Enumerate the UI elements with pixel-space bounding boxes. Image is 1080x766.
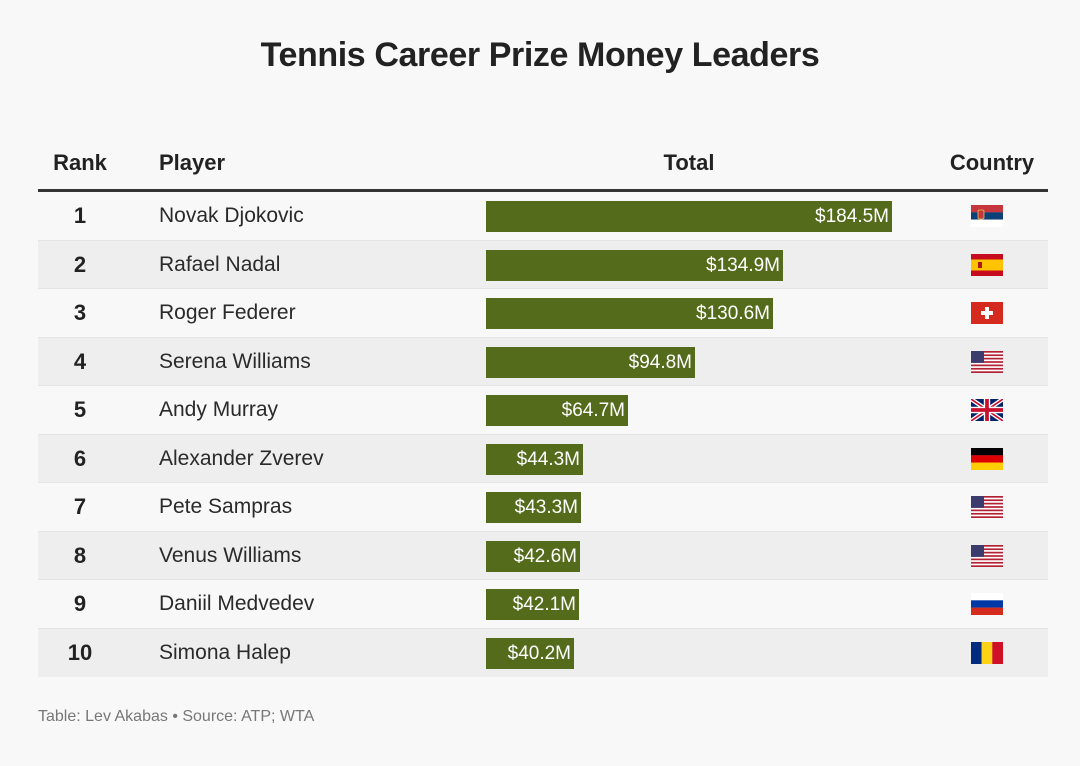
prize-bar: $94.8M <box>486 346 695 378</box>
usa-flag-icon <box>971 350 1003 373</box>
usa-flag-icon <box>971 544 1003 567</box>
prize-bar: $64.7M <box>486 395 628 426</box>
prize-money-table: Rank Player Total Country 1 Novak Djokovi… <box>38 138 1048 677</box>
russia-flag-icon <box>971 593 1003 615</box>
player-cell: Venus Williams <box>159 543 302 567</box>
table-body: 1 Novak Djokovic $184.5M 2 Rafael Nadal $134.… <box>38 192 1048 677</box>
prize-bar: $184.5M <box>486 201 892 232</box>
rank-cell: 6 <box>73 445 87 471</box>
player-cell: Novak Djokovic <box>159 204 304 227</box>
prize-bar: $130.6M <box>486 298 773 329</box>
prize-bar: $42.6M <box>486 540 580 572</box>
header-rank: Rank <box>53 150 107 175</box>
table-row: 8 Venus Williams $42.6M <box>38 531 1048 580</box>
player-cell: Daniil Medvedev <box>159 592 315 615</box>
player-cell: Pete Sampras <box>159 495 293 518</box>
rank-cell: 10 <box>67 639 93 665</box>
table-row: 4 Serena Williams $94.8M <box>38 337 1048 386</box>
prize-bar: $134.9M <box>486 249 783 281</box>
player-cell: Simona Halep <box>159 640 291 664</box>
prize-bar: $44.3M <box>486 443 583 475</box>
rank-cell: 2 <box>73 251 87 277</box>
header-country: Country <box>949 150 1035 175</box>
header-player: Player <box>159 150 226 175</box>
table-row: 7 Pete Sampras $43.3M <box>38 483 1048 532</box>
table-row: 2 Rafael Nadal $134.9M <box>38 240 1048 289</box>
rank-cell: 7 <box>73 494 87 519</box>
rank-cell: 1 <box>73 203 87 228</box>
rank-cell: 3 <box>73 300 87 325</box>
table-row: 1 Novak Djokovic $184.5M <box>38 192 1048 241</box>
germany-flag-icon <box>971 447 1003 470</box>
rank-cell: 5 <box>73 397 87 422</box>
rank-cell: 9 <box>73 591 87 616</box>
rank-cell: 8 <box>73 542 87 568</box>
spain-flag-icon <box>971 253 1003 276</box>
player-cell: Alexander Zverev <box>159 446 324 470</box>
switzerland-flag-icon <box>971 302 1003 324</box>
usa-flag-icon <box>971 496 1003 518</box>
player-cell: Andy Murray <box>159 398 279 421</box>
chart-title: Tennis Career Prize Money Leaders <box>260 36 820 74</box>
table-row: 3 Roger Federer $130.6M <box>38 289 1048 338</box>
table-header: Rank Player Total Country <box>38 138 1048 192</box>
player-cell: Rafael Nadal <box>159 252 281 276</box>
table-row: 6 Alexander Zverev $44.3M <box>38 434 1048 483</box>
table-row: 10 Simona Halep $40.2M <box>38 628 1048 677</box>
player-cell: Serena Williams <box>159 349 311 373</box>
prize-bar: $43.3M <box>486 492 581 523</box>
uk-flag-icon <box>971 399 1003 421</box>
player-cell: Roger Federer <box>159 301 296 324</box>
source-note: Table: Lev Akabas • Source: ATP; WTA <box>38 708 315 725</box>
prize-bar: $40.2M <box>486 637 574 669</box>
romania-flag-icon <box>971 641 1003 664</box>
prize-bar: $42.1M <box>486 589 579 620</box>
table-row: 5 Andy Murray $64.7M <box>38 386 1048 435</box>
rank-cell: 4 <box>73 348 87 374</box>
header-total: Total <box>663 150 715 175</box>
serbia-flag-icon <box>971 205 1003 227</box>
table-row: 9 Daniil Medvedev $42.1M <box>38 580 1048 629</box>
